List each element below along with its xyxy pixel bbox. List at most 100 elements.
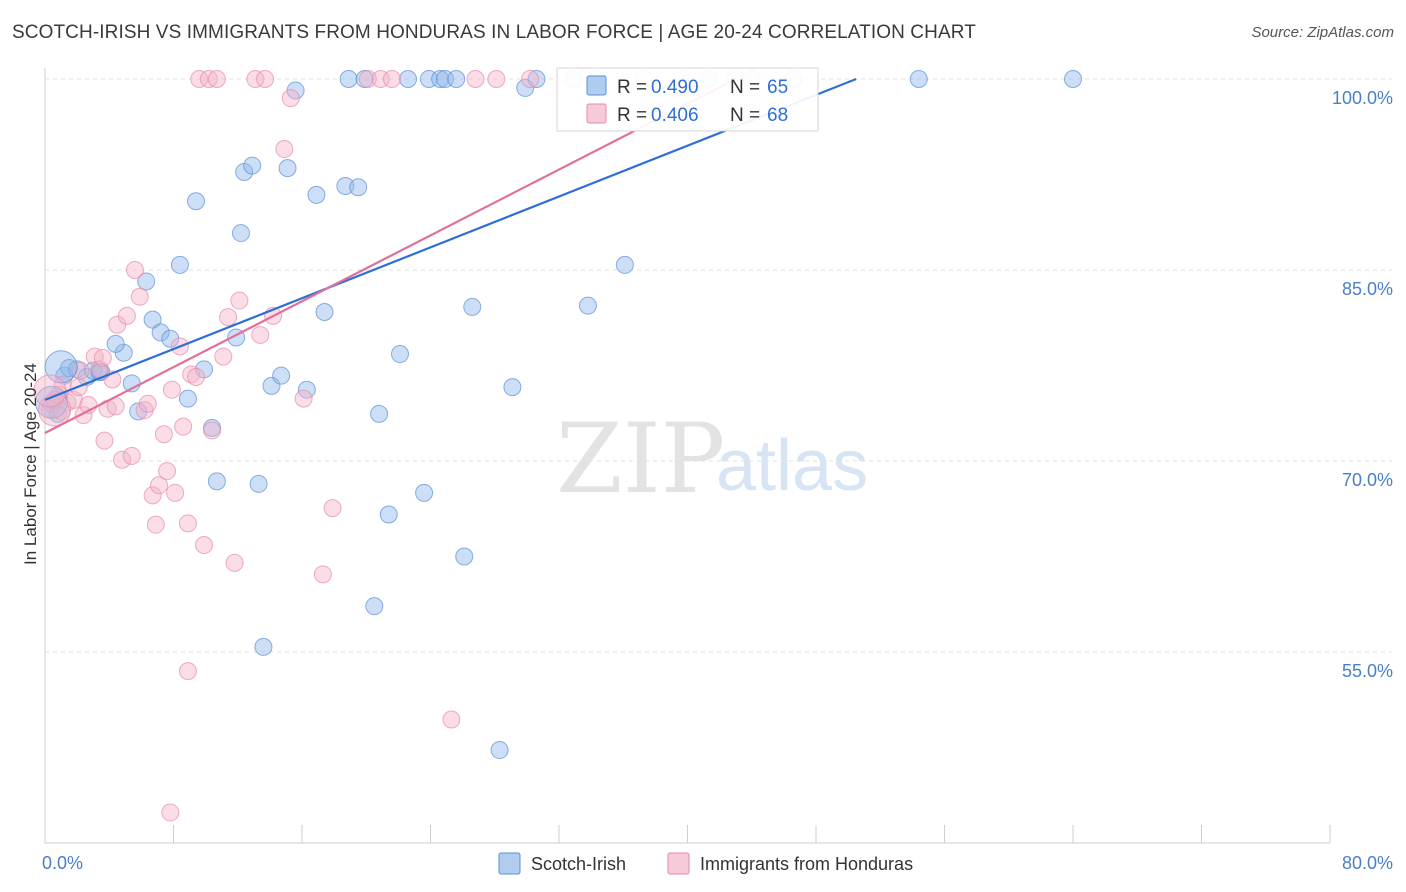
- data-point: [117, 306, 136, 325]
- data-point: [151, 323, 170, 342]
- y-axis-labels: 100.0% 85.0% 70.0% 55.0%: [1332, 88, 1393, 681]
- bottom-legend-swatch: [498, 852, 521, 875]
- data-point: [125, 261, 144, 279]
- data-point: [370, 404, 389, 423]
- data-point: [178, 662, 197, 681]
- data-point: [527, 70, 546, 88]
- x-tick-label: 0.0%: [42, 853, 83, 873]
- chart-title: SCOTCH-IRISH VS IMMIGRANTS FROM HONDURAS…: [12, 22, 976, 43]
- data-point: [390, 345, 409, 364]
- data-point: [323, 499, 342, 518]
- data-point: [231, 224, 250, 243]
- data-point: [170, 255, 189, 274]
- y-tick-label: 70.0%: [1342, 470, 1393, 490]
- data-point: [130, 287, 149, 306]
- legend-n-value: 65: [767, 77, 788, 98]
- data-point: [166, 483, 185, 502]
- data-point: [178, 514, 197, 533]
- data-point: [278, 159, 297, 178]
- data-point: [93, 348, 112, 367]
- watermark: ZIP atlas: [556, 403, 868, 515]
- bottom-legend-swatch: [667, 852, 690, 875]
- bottom-legend: Scotch-Irish Immigrants from Honduras: [498, 852, 913, 875]
- legend: R = 0.490 N = 65 R = 0.406 N = 68: [556, 67, 819, 132]
- data-point: [186, 367, 205, 386]
- data-point: [365, 597, 384, 616]
- legend-r-value: 0.406: [651, 105, 699, 126]
- data-point: [161, 803, 180, 822]
- data-point: [909, 70, 928, 88]
- data-point: [281, 89, 300, 108]
- data-point: [399, 70, 418, 88]
- data-point: [455, 547, 474, 566]
- watermark-zip: ZIP: [556, 403, 725, 515]
- data-point: [307, 185, 326, 204]
- data-point: [230, 291, 249, 310]
- data-point: [129, 402, 148, 421]
- data-point: [251, 325, 270, 344]
- data-point: [113, 450, 132, 469]
- data-point: [272, 366, 291, 385]
- data-point: [246, 70, 265, 88]
- legend-n-value: 68: [767, 105, 788, 126]
- data-point: [161, 329, 180, 348]
- y-tick-label: 55.0%: [1342, 661, 1393, 681]
- data-point: [106, 334, 125, 353]
- data-point: [122, 446, 141, 465]
- bottom-legend-label: Scotch-Irish: [531, 854, 626, 874]
- data-point: [158, 462, 177, 481]
- trend-line: [44, 78, 737, 434]
- data-point: [615, 255, 634, 274]
- data-point: [186, 192, 205, 211]
- data-point: [349, 178, 368, 197]
- data-point: [207, 70, 226, 88]
- data-point: [578, 296, 597, 315]
- data-point: [71, 361, 90, 380]
- legend-r-label: R =: [617, 77, 647, 98]
- data-point: [146, 515, 165, 534]
- data-point: [195, 536, 214, 555]
- legend-swatch: [586, 75, 607, 96]
- data-point: [249, 474, 268, 493]
- data-point: [143, 310, 162, 329]
- data-point: [521, 70, 540, 88]
- data-point: [275, 140, 294, 159]
- legend-r-value: 0.490: [651, 77, 699, 98]
- y-tick-label: 100.0%: [1332, 88, 1393, 108]
- legend-n-label: N =: [730, 105, 760, 126]
- data-point: [336, 176, 355, 195]
- data-point: [358, 70, 377, 88]
- data-point: [214, 347, 233, 366]
- data-point: [143, 486, 162, 505]
- data-point: [490, 741, 509, 760]
- data-point: [503, 378, 522, 397]
- data-point: [431, 70, 450, 88]
- y-tick-label: 85.0%: [1342, 279, 1393, 299]
- data-point: [254, 637, 273, 656]
- data-point: [150, 476, 169, 495]
- data-point: [256, 70, 275, 88]
- chart-source: Source: ZipAtlas.com: [1251, 24, 1394, 41]
- data-point: [463, 297, 482, 316]
- data-point: [162, 380, 181, 399]
- y-axis-title: In Labor Force | Age 20-24: [21, 363, 40, 565]
- data-point: [466, 70, 485, 88]
- data-point: [339, 70, 358, 88]
- data-point: [95, 431, 114, 450]
- data-point: [154, 425, 173, 444]
- data-point: [190, 70, 209, 88]
- data-point: [178, 389, 197, 408]
- data-point: [294, 389, 313, 408]
- data-point: [415, 483, 434, 502]
- data-points: [33, 70, 1082, 822]
- data-point: [487, 70, 506, 88]
- data-point-large: [44, 350, 78, 384]
- data-point-large: [38, 393, 72, 427]
- data-point: [442, 710, 461, 729]
- x-axis-labels: 0.0% 80.0%: [42, 853, 1393, 873]
- data-point: [207, 472, 226, 491]
- data-point: [313, 565, 332, 584]
- trend-line: [44, 77, 857, 401]
- data-point: [174, 417, 193, 436]
